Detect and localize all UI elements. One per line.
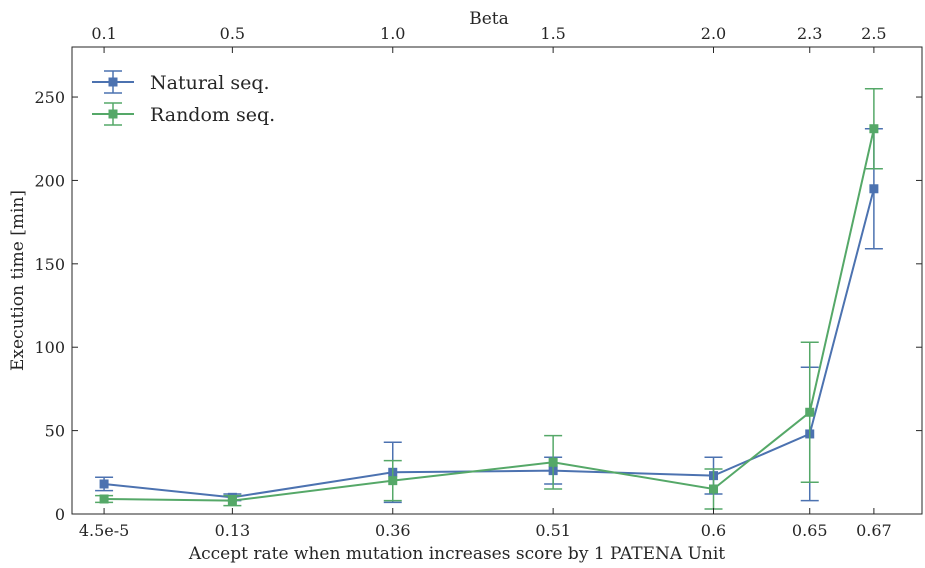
x-tick-label: 0.51 — [535, 521, 571, 540]
legend-symbol-natural — [92, 70, 134, 94]
top-x-tick-label: 0.1 — [91, 24, 116, 43]
series-line — [103, 188, 875, 499]
y-tick-label: 150 — [34, 255, 65, 274]
top-axis-title: Beta — [469, 9, 509, 29]
x-axis-title: Accept rate when mutation increases scor… — [188, 544, 725, 564]
y-tick-label: 0 — [55, 505, 65, 524]
y-axis-title: Execution time [min] — [8, 190, 28, 371]
legend-item-random: Random seq. — [92, 102, 275, 126]
data-point — [548, 457, 558, 467]
data-point — [869, 124, 879, 134]
series-natural — [95, 127, 883, 504]
data-point — [869, 184, 879, 194]
plot-frame — [71, 46, 923, 515]
axes: 0 50 100 150 200 250 4.5e-5 0.1 0.13 0.5 0.36 1.0 0.… — [34, 24, 922, 540]
x-tick-label: 0.65 — [792, 521, 828, 540]
data-point — [99, 494, 109, 504]
legend: Natural seq. Random seq. — [92, 70, 275, 126]
top-x-tick-label: 0.5 — [220, 24, 245, 43]
legend-label-random: Random seq. — [150, 104, 275, 126]
legend-symbol-random — [92, 102, 134, 126]
legend-label-natural: Natural seq. — [150, 72, 270, 94]
data-point — [227, 496, 237, 506]
top-x-tick-label: 2.3 — [797, 24, 822, 43]
y-tick-label: 100 — [34, 338, 65, 357]
top-x-tick-label: 1.0 — [380, 24, 405, 43]
legend-item-natural: Natural seq. — [92, 70, 270, 94]
x-tick-label: 0.67 — [856, 521, 892, 540]
y-tick-label: 250 — [34, 88, 65, 107]
x-tick-label: 0.36 — [375, 521, 411, 540]
x-tick-label: 0.13 — [215, 521, 251, 540]
data-point — [709, 484, 719, 494]
top-x-tick-label: 2.5 — [861, 24, 886, 43]
data-point — [99, 479, 109, 489]
y-tick-label: 200 — [34, 171, 65, 190]
top-x-tick-label: 2.0 — [701, 24, 726, 43]
series-line — [104, 128, 875, 502]
legend-marker — [108, 109, 118, 119]
legend-marker — [108, 77, 118, 87]
series-random — [95, 87, 883, 510]
x-tick-label: 0.6 — [701, 521, 726, 540]
plot-area — [95, 87, 883, 510]
y-tick-label: 50 — [45, 422, 65, 441]
data-point — [805, 407, 815, 417]
top-x-tick-label: 1.5 — [540, 24, 565, 43]
x-tick-label: 4.5e-5 — [79, 521, 130, 540]
data-point — [388, 476, 398, 486]
